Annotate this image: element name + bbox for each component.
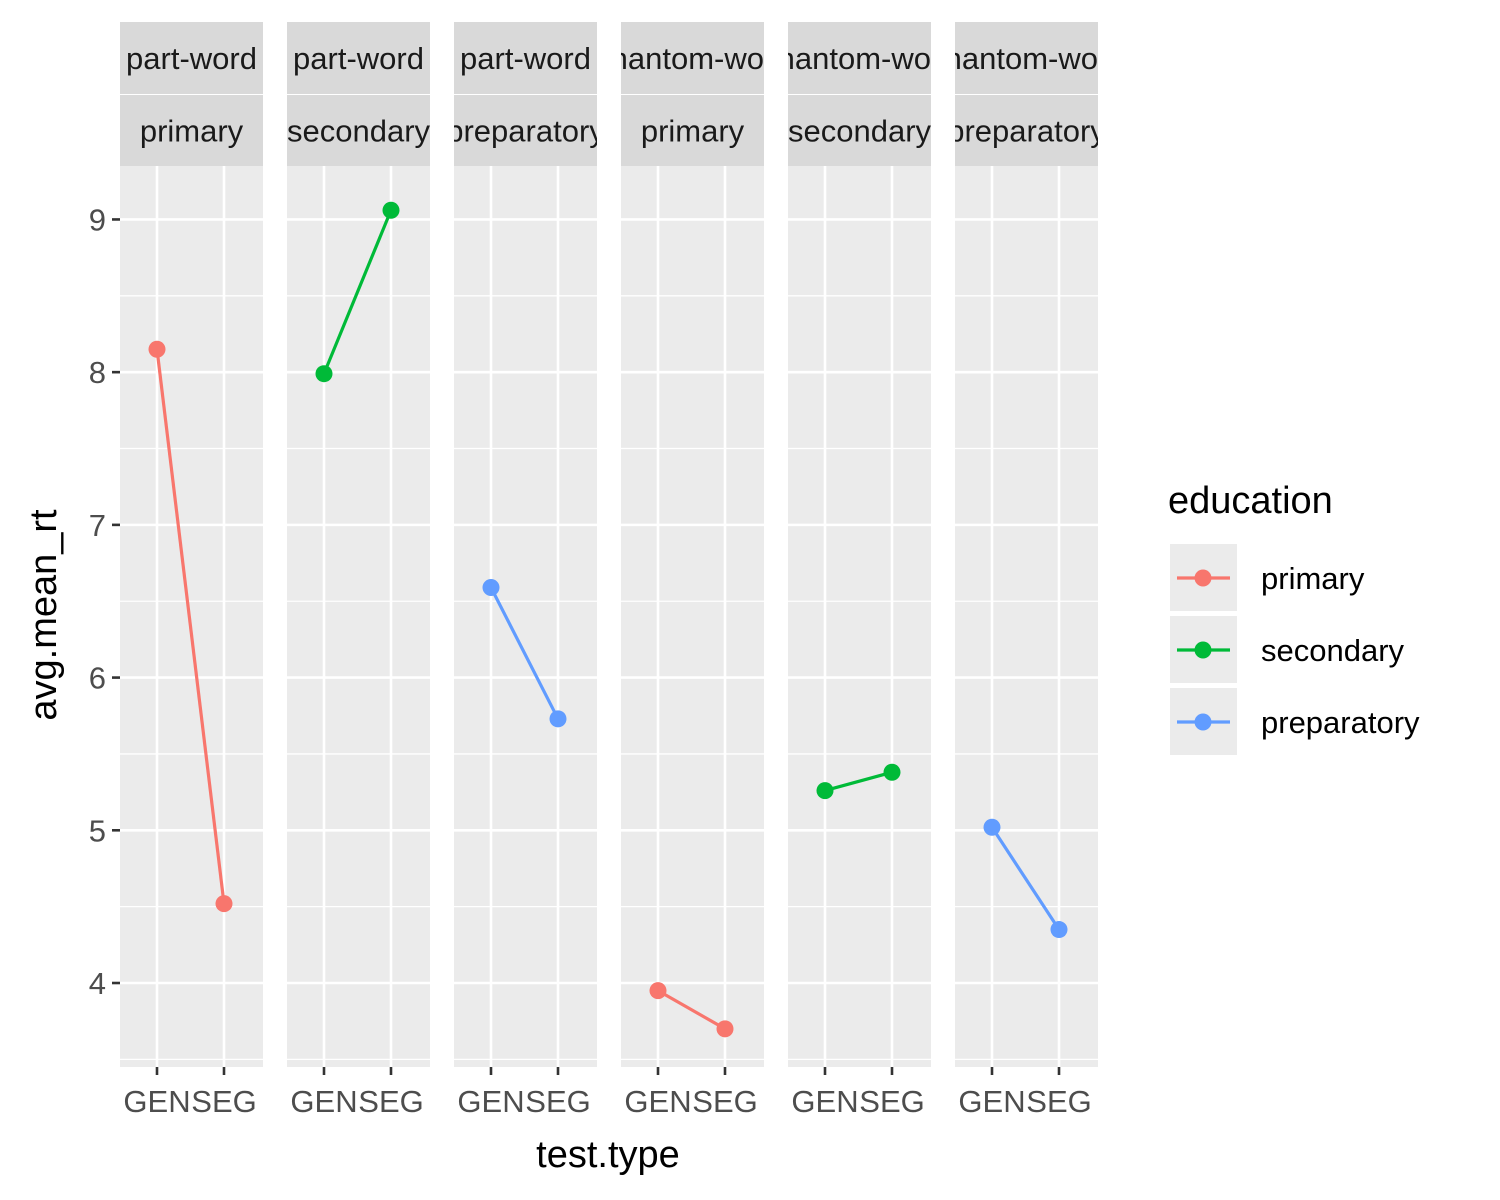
- y-tick-label: 8: [89, 355, 106, 390]
- legend-label: secondary: [1261, 633, 1405, 668]
- data-point-preparatory-seg: [1050, 921, 1068, 939]
- x-tick-label: GEN: [290, 1084, 357, 1119]
- x-tick-label: GEN: [791, 1084, 858, 1119]
- data-point-primary-gen: [148, 340, 166, 358]
- panel-background: [287, 166, 430, 1067]
- panel-background: [454, 166, 597, 1067]
- strip-label-top: phantom-word: [760, 41, 958, 76]
- y-tick-label: 5: [89, 813, 106, 848]
- legend-key-point: [1194, 713, 1212, 731]
- x-tick-label: GEN: [958, 1084, 1025, 1119]
- strip-label-top: phantom-word: [593, 41, 791, 76]
- data-point-preparatory-gen: [983, 818, 1001, 836]
- legend-item-preparatory: preparatory: [1170, 688, 1420, 755]
- strip-bottom-background: [287, 95, 430, 166]
- strip-top-background: [955, 22, 1098, 94]
- strip-label-top: phantom-word: [927, 41, 1125, 76]
- legend-title: education: [1168, 480, 1333, 522]
- data-point-primary-gen: [649, 982, 667, 1000]
- legend-label: primary: [1261, 561, 1365, 596]
- strip-label-top: part-word: [293, 41, 424, 76]
- facet-panel-4: phantom-word primary GEN SEG: [593, 22, 791, 1119]
- data-point-primary-seg: [716, 1020, 734, 1038]
- panel-background: [788, 166, 931, 1067]
- facet-panel-2: part-word secondary GEN SEG: [287, 22, 431, 1119]
- x-tick-label: SEG: [1026, 1084, 1091, 1119]
- data-point-preparatory-gen: [482, 578, 500, 596]
- legend-key-point: [1194, 569, 1212, 587]
- x-axis-title: test.type: [536, 1134, 680, 1176]
- x-tick-label: SEG: [525, 1084, 590, 1119]
- x-tick-label: GEN: [123, 1084, 190, 1119]
- y-axis-title: avg.mean_rt: [23, 509, 65, 721]
- legend-label: preparatory: [1261, 705, 1420, 740]
- y-tick-label: 9: [89, 202, 106, 237]
- strip-label-bottom: secondary: [788, 114, 932, 149]
- panel-background: [955, 166, 1098, 1067]
- strip-bottom-background: [955, 95, 1098, 166]
- panel-background: [621, 166, 764, 1067]
- series-line-preparatory: [489, 586, 560, 720]
- x-tick-label: GEN: [624, 1084, 691, 1119]
- series-line-secondary: [322, 209, 393, 375]
- facet-panel-3: part-word preparatory GEN SEG: [446, 22, 605, 1119]
- facet-panel-5: phantom-word secondary GEN SEG: [760, 22, 958, 1119]
- strip-label-bottom: primary: [140, 114, 244, 149]
- x-tick-label: GEN: [457, 1084, 524, 1119]
- strip-label-bottom: preparatory: [947, 114, 1106, 149]
- data-point-primary-seg: [215, 895, 233, 913]
- data-point-secondary-seg: [883, 763, 901, 781]
- strip-bottom-background: [788, 95, 931, 166]
- facet-panel-6: phantom-word preparatory GEN SEG: [927, 22, 1125, 1119]
- strip-label-bottom: primary: [641, 114, 745, 149]
- strip-bottom-background: [120, 95, 263, 166]
- y-tick-label: 7: [89, 508, 106, 543]
- strip-top-background: [788, 22, 931, 94]
- x-tick-label: SEG: [859, 1084, 924, 1119]
- strip-top-background: [287, 22, 430, 94]
- legend-item-secondary: secondary: [1170, 616, 1405, 683]
- series-line-secondary: [824, 770, 893, 793]
- series-line-preparatory: [990, 826, 1061, 931]
- strip-top-background: [454, 22, 597, 94]
- legend-item-primary: primary: [1170, 544, 1365, 611]
- x-tick-label: SEG: [358, 1084, 423, 1119]
- strip-top-background: [621, 22, 764, 94]
- series-line-primary: [657, 989, 726, 1031]
- data-point-secondary-gen: [315, 365, 333, 383]
- strip-bottom-background: [454, 95, 597, 166]
- strip-label-top: part-word: [460, 41, 591, 76]
- x-tick-label: SEG: [191, 1084, 256, 1119]
- panel-background: [120, 166, 263, 1067]
- strip-top-background: [120, 22, 263, 94]
- y-tick-label: 4: [89, 966, 106, 1001]
- x-tick-label: SEG: [692, 1084, 757, 1119]
- facet-panel-1: part-word primary GEN SEG: [120, 22, 263, 1119]
- strip-label-bottom: secondary: [287, 114, 431, 149]
- data-point-preparatory-seg: [549, 710, 567, 728]
- data-point-secondary-gen: [816, 782, 834, 800]
- strip-label-bottom: preparatory: [446, 114, 605, 149]
- legend-key-point: [1194, 641, 1212, 659]
- series-line-primary: [155, 349, 226, 904]
- y-tick-label: 6: [89, 661, 106, 696]
- legend: education primary secondary preparatory: [1168, 480, 1420, 755]
- data-point-secondary-seg: [382, 201, 400, 219]
- strip-bottom-background: [621, 95, 764, 166]
- y-axis: 4 5 6 7 8 9: [89, 202, 120, 1001]
- strip-label-top: part-word: [126, 41, 257, 76]
